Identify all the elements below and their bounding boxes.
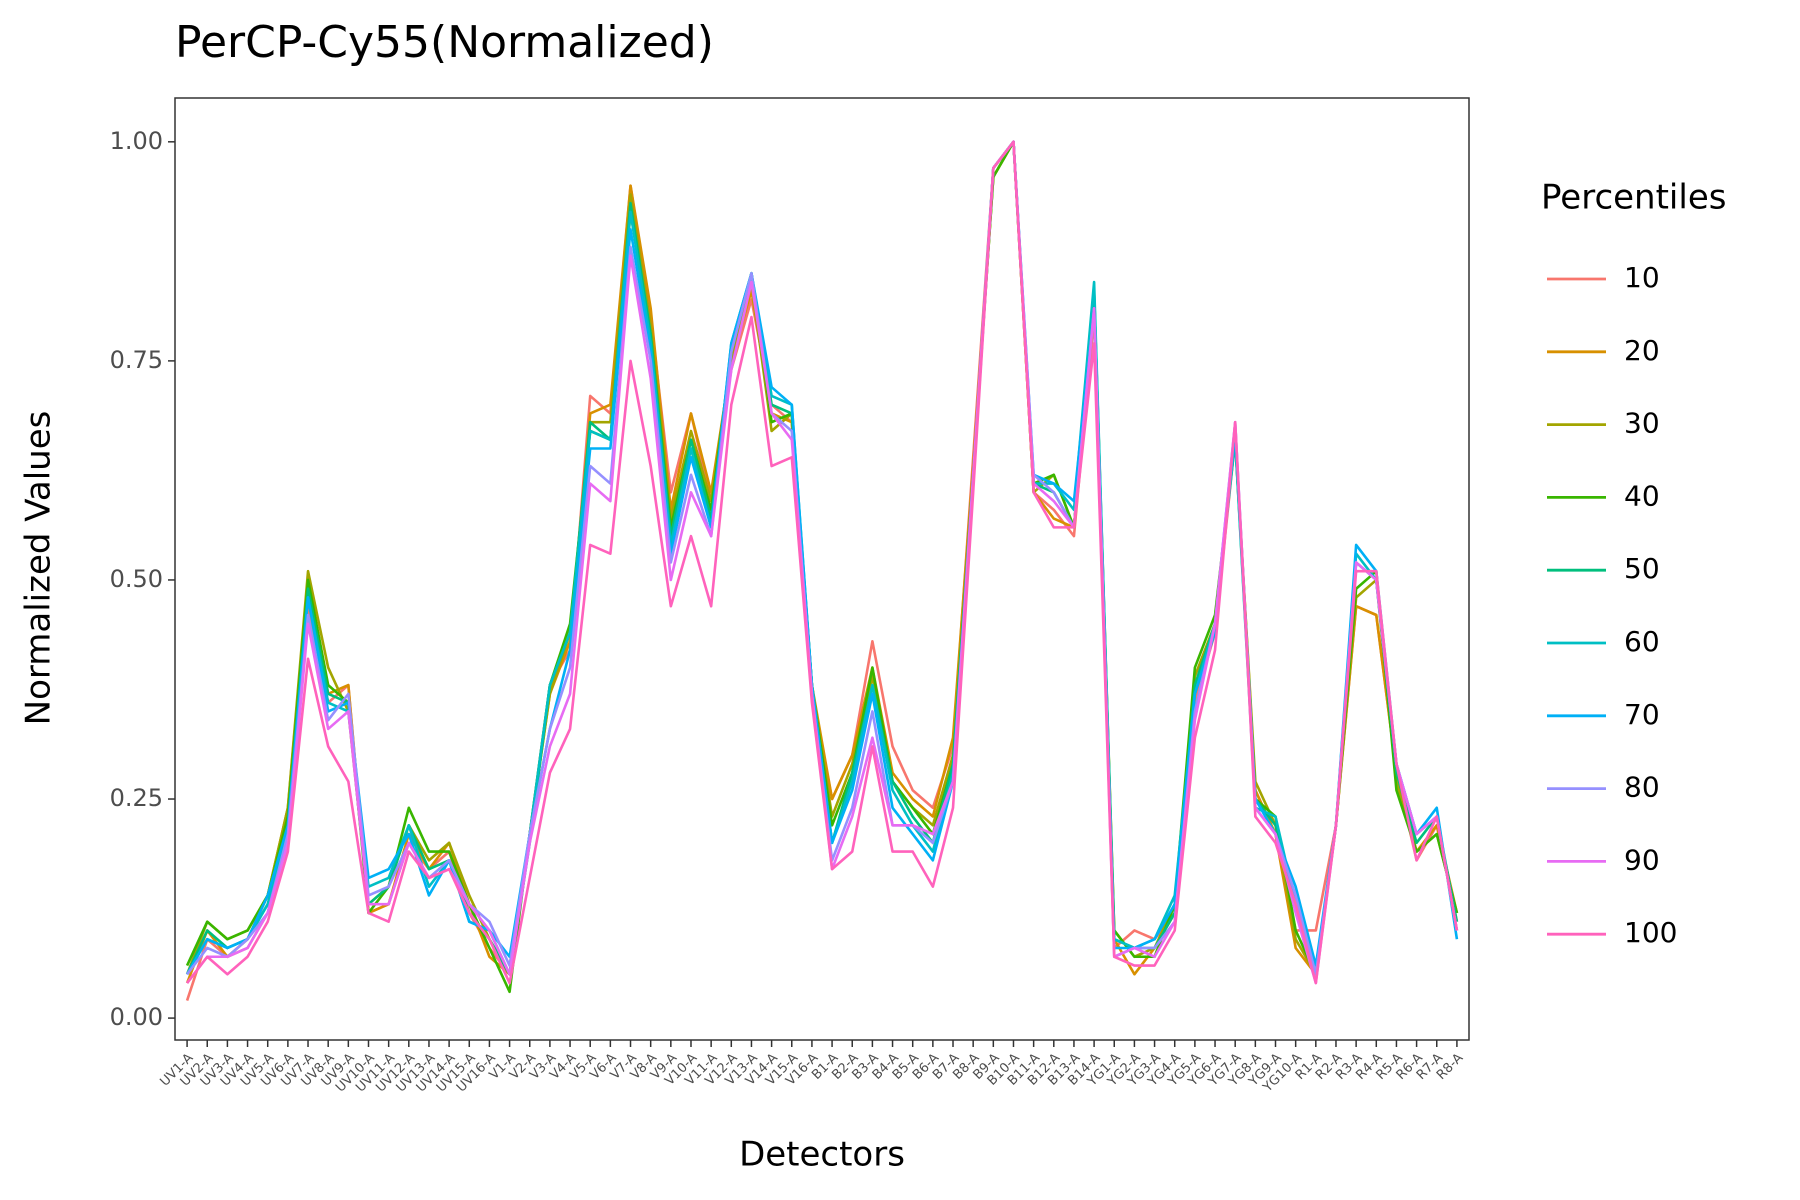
legend-label: 40 bbox=[1624, 479, 1660, 512]
plot-panel bbox=[174, 97, 1470, 1041]
y-tick-label: 0.50 bbox=[110, 565, 163, 593]
legend-label: 20 bbox=[1624, 334, 1660, 367]
legend-label: 30 bbox=[1624, 407, 1660, 440]
legend-label: 10 bbox=[1624, 261, 1660, 294]
y-tick-label: 1.00 bbox=[110, 127, 163, 155]
legend-label: 60 bbox=[1624, 625, 1660, 658]
y-tick-label: 0.75 bbox=[110, 346, 163, 374]
legend-label: 90 bbox=[1624, 843, 1660, 876]
y-tick-label: 0.00 bbox=[110, 1003, 163, 1031]
x-axis-label: Detectors bbox=[739, 1135, 905, 1175]
legend-label: 50 bbox=[1624, 552, 1660, 585]
legend-label: 100 bbox=[1624, 916, 1677, 949]
series-line bbox=[186, 140, 1459, 985]
y-tick-label: 0.25 bbox=[110, 784, 163, 812]
legend-title: Percentiles bbox=[1541, 178, 1726, 218]
chart-title: PerCP-Cy55(Normalized) bbox=[175, 17, 714, 68]
legend-label: 80 bbox=[1624, 771, 1660, 804]
legend-label: 70 bbox=[1624, 698, 1660, 731]
y-axis-label: Normalized Values bbox=[19, 411, 59, 726]
